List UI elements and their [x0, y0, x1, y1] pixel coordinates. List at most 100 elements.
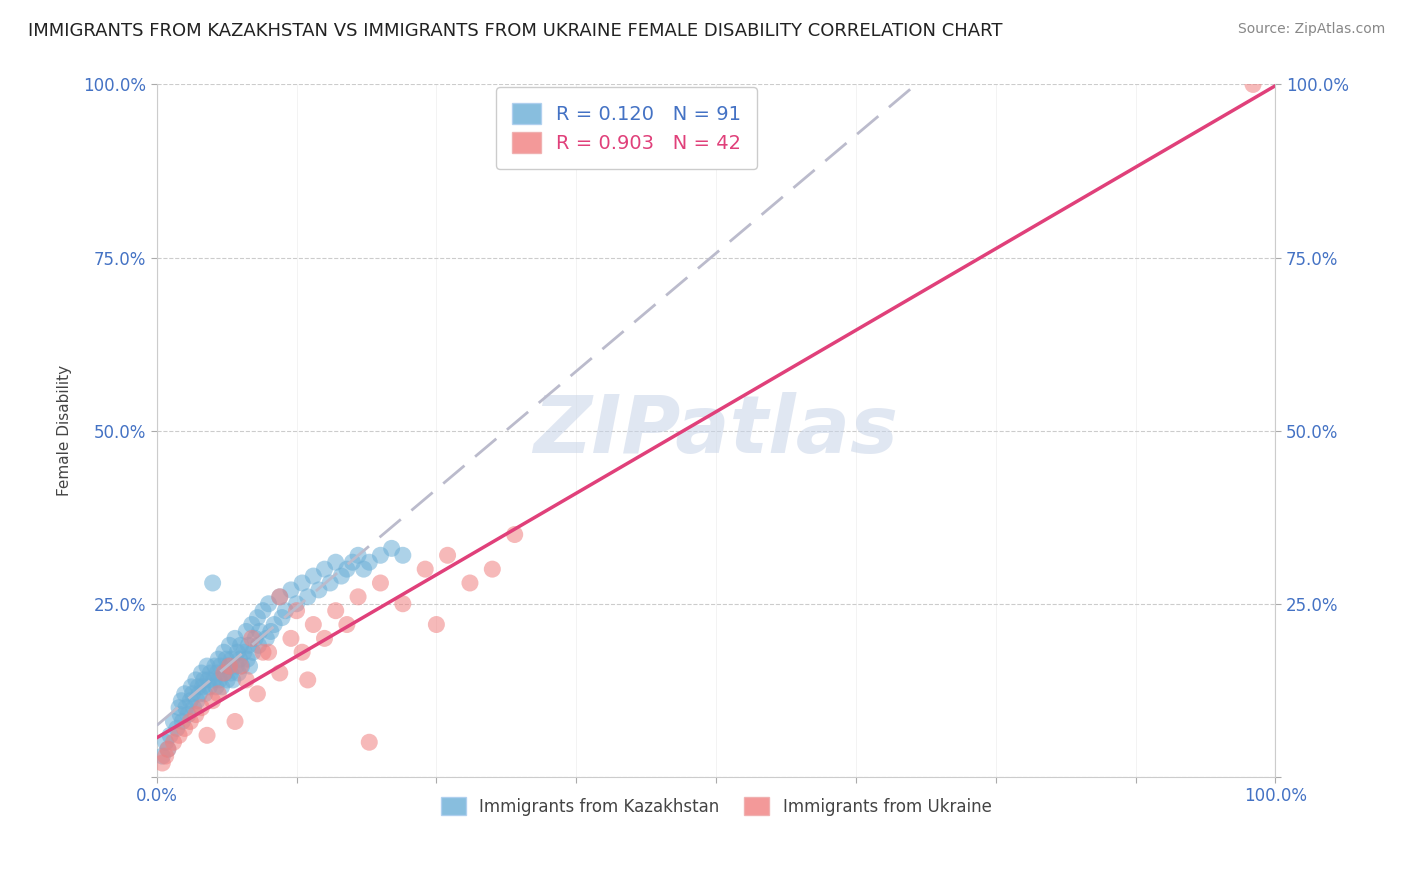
- Point: [280, 632, 302, 646]
- Point: [235, 673, 257, 687]
- Point: [209, 659, 232, 673]
- Point: [183, 700, 205, 714]
- Point: [249, 624, 271, 639]
- Point: [228, 665, 250, 680]
- Point: [285, 597, 308, 611]
- Point: [228, 652, 250, 666]
- Point: [229, 638, 252, 652]
- Point: [347, 549, 370, 563]
- Point: [359, 735, 381, 749]
- Y-axis label: Female Disability: Female Disability: [58, 365, 72, 496]
- Point: [222, 673, 245, 687]
- Point: [235, 624, 257, 639]
- Text: IMMIGRANTS FROM KAZAKHSTAN VS IMMIGRANTS FROM UKRAINE FEMALE DISABILITY CORRELAT: IMMIGRANTS FROM KAZAKHSTAN VS IMMIGRANTS…: [28, 22, 1002, 40]
- Text: Source: ZipAtlas.com: Source: ZipAtlas.com: [1237, 22, 1385, 37]
- Point: [193, 673, 215, 687]
- Point: [257, 645, 280, 659]
- Point: [217, 659, 239, 673]
- Point: [353, 562, 375, 576]
- Point: [330, 569, 353, 583]
- Point: [224, 632, 246, 646]
- Point: [162, 714, 184, 729]
- Point: [184, 673, 207, 687]
- Point: [177, 707, 200, 722]
- Point: [207, 687, 229, 701]
- Point: [156, 742, 179, 756]
- Point: [174, 700, 197, 714]
- Point: [205, 665, 228, 680]
- Point: [381, 541, 404, 556]
- Point: [229, 659, 252, 673]
- Point: [347, 590, 370, 604]
- Point: [217, 673, 239, 687]
- Point: [254, 632, 277, 646]
- Point: [162, 735, 184, 749]
- Point: [224, 714, 246, 729]
- Point: [233, 645, 256, 659]
- Point: [208, 673, 231, 687]
- Point: [195, 728, 218, 742]
- Point: [336, 562, 359, 576]
- Point: [359, 555, 381, 569]
- Point: [212, 645, 235, 659]
- Point: [179, 694, 201, 708]
- Point: [240, 617, 263, 632]
- Point: [173, 687, 195, 701]
- Point: [214, 665, 236, 680]
- Point: [226, 645, 249, 659]
- Point: [1241, 78, 1264, 92]
- Point: [169, 707, 191, 722]
- Point: [274, 604, 297, 618]
- Point: [200, 665, 222, 680]
- Point: [280, 582, 302, 597]
- Point: [236, 652, 259, 666]
- Point: [370, 576, 392, 591]
- Point: [150, 756, 173, 770]
- Point: [481, 562, 503, 576]
- Point: [285, 604, 308, 618]
- Point: [302, 617, 325, 632]
- Point: [336, 617, 359, 632]
- Point: [211, 680, 233, 694]
- Point: [246, 687, 269, 701]
- Point: [218, 659, 240, 673]
- Point: [207, 652, 229, 666]
- Point: [246, 610, 269, 624]
- Point: [155, 735, 177, 749]
- Point: [186, 694, 208, 708]
- Point: [247, 638, 270, 652]
- Point: [190, 700, 212, 714]
- Point: [263, 617, 285, 632]
- Point: [392, 597, 415, 611]
- Point: [173, 722, 195, 736]
- Point: [156, 742, 179, 756]
- Point: [308, 582, 330, 597]
- Point: [191, 680, 214, 694]
- Point: [242, 645, 264, 659]
- Point: [190, 665, 212, 680]
- Point: [205, 680, 228, 694]
- Point: [252, 645, 274, 659]
- Point: [291, 645, 314, 659]
- Legend: Immigrants from Kazakhstan, Immigrants from Ukraine: Immigrants from Kazakhstan, Immigrants f…: [432, 789, 1000, 824]
- Point: [218, 638, 240, 652]
- Point: [257, 597, 280, 611]
- Point: [413, 562, 436, 576]
- Point: [238, 638, 260, 652]
- Point: [314, 562, 336, 576]
- Point: [188, 687, 211, 701]
- Point: [166, 722, 188, 736]
- Point: [325, 555, 347, 569]
- Point: [219, 665, 242, 680]
- Point: [297, 590, 319, 604]
- Point: [314, 632, 336, 646]
- Point: [238, 659, 260, 673]
- Point: [342, 555, 364, 569]
- Point: [201, 694, 224, 708]
- Point: [370, 549, 392, 563]
- Point: [202, 673, 225, 687]
- Point: [198, 680, 221, 694]
- Point: [458, 576, 481, 591]
- Point: [167, 728, 190, 742]
- Point: [425, 617, 447, 632]
